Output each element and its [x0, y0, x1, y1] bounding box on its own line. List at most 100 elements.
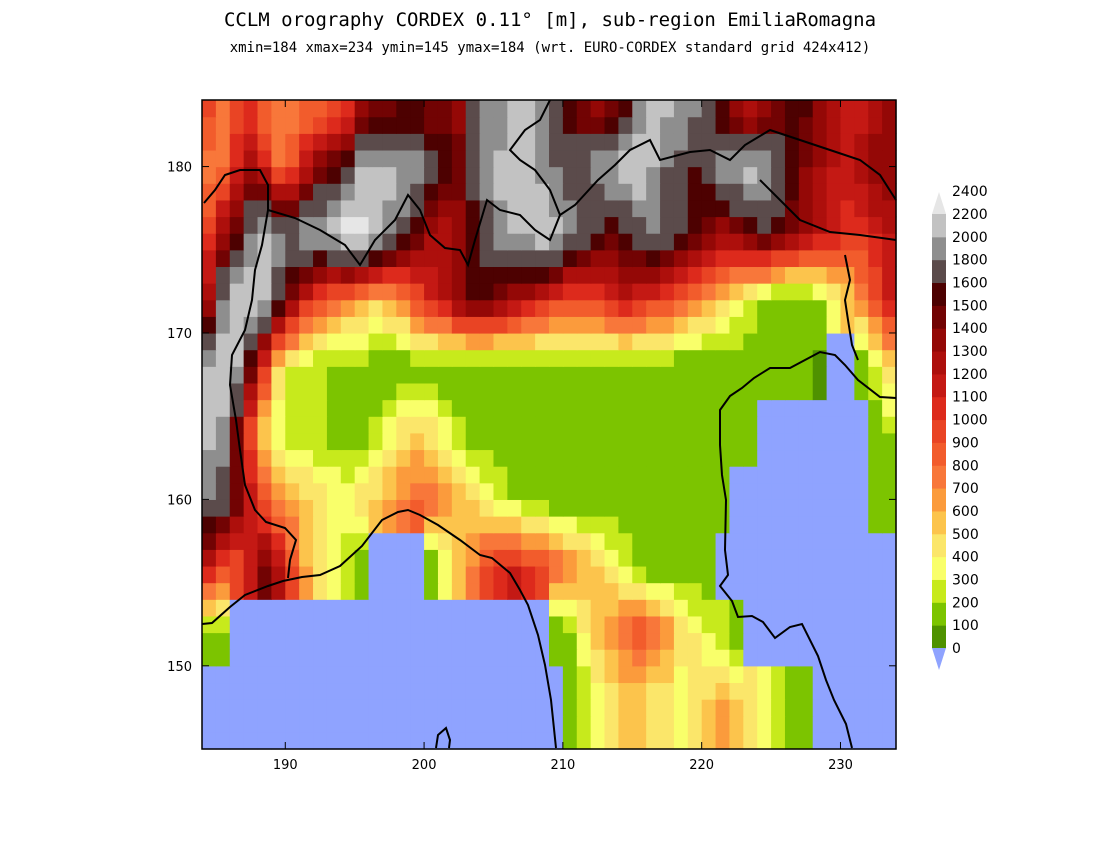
grid-cell [257, 382, 272, 401]
grid-cell [257, 732, 272, 750]
grid-cell [229, 516, 245, 534]
grid-cell [784, 599, 800, 617]
grid-cell [687, 649, 703, 667]
grid-cell [562, 599, 578, 617]
grid-cell [715, 183, 731, 201]
grid-cell [368, 632, 384, 650]
grid-cell [215, 166, 231, 184]
grid-cell [479, 499, 495, 517]
grid-cell [299, 699, 314, 717]
grid-cell [271, 133, 286, 151]
grid-cell [202, 332, 217, 351]
grid-cell [479, 316, 495, 334]
grid-cell [424, 316, 439, 334]
grid-cell [840, 432, 855, 451]
grid-cell [229, 615, 245, 634]
grid-cell [202, 499, 217, 517]
grid-cell [451, 682, 467, 700]
grid-cell [257, 615, 272, 634]
grid-cell [576, 233, 592, 251]
grid-cell [590, 549, 606, 567]
grid-cell [479, 149, 495, 168]
grid-cell [757, 699, 772, 717]
grid-cell [424, 100, 439, 118]
grid-cell [368, 216, 384, 234]
grid-cell [868, 299, 883, 317]
border-west [203, 169, 298, 579]
colorbar-swatch [932, 328, 946, 352]
grid-cell [771, 332, 786, 351]
grid-cell [826, 549, 842, 567]
grid-cell [590, 166, 606, 184]
grid-cell [632, 116, 647, 134]
grid-cell [701, 216, 717, 234]
grid-cell [812, 615, 828, 634]
grid-cell [673, 499, 689, 517]
grid-cell [562, 133, 578, 151]
grid-cell [576, 299, 592, 317]
grid-cell [535, 732, 550, 750]
grid-cell [521, 416, 536, 434]
grid-cell [215, 582, 231, 600]
grid-cell [535, 349, 550, 367]
grid-cell [313, 632, 328, 650]
grid-cell [632, 715, 647, 733]
grid-cell [743, 166, 758, 184]
grid-cell [632, 632, 647, 650]
grid-cell [451, 100, 467, 118]
grid-cell [715, 516, 731, 534]
grid-cell [507, 499, 522, 517]
grid-cell [535, 116, 550, 134]
grid-cell [507, 332, 522, 351]
grid-cell [812, 715, 828, 733]
grid-cell [257, 632, 272, 650]
grid-cell [854, 565, 869, 584]
grid-cell [215, 699, 231, 717]
grid-cell [410, 183, 425, 201]
grid-cell [590, 249, 606, 268]
grid-cell [285, 100, 300, 118]
grid-cell [382, 332, 397, 351]
grid-cell [354, 699, 370, 717]
grid-cell [465, 116, 481, 134]
grid-cell [687, 482, 703, 500]
grid-cell [576, 166, 592, 184]
grid-cell [410, 665, 425, 684]
grid-cell [202, 349, 217, 367]
grid-cell [729, 516, 744, 534]
grid-cell [673, 183, 689, 201]
grid-cell [604, 216, 619, 234]
grid-cell [354, 166, 370, 184]
grid-cell [229, 499, 245, 517]
grid-cell [382, 532, 397, 550]
grid-cell [826, 466, 842, 484]
grid-cell [715, 299, 731, 317]
grid-cell [687, 682, 703, 700]
grid-cell [840, 416, 855, 434]
grid-cell [868, 482, 883, 500]
grid-cell [784, 665, 800, 684]
grid-cell [424, 615, 439, 634]
grid-cell [382, 100, 397, 118]
grid-cell [743, 316, 758, 334]
grid-cell [424, 249, 439, 268]
grid-cell [673, 516, 689, 534]
grid-cell [285, 233, 300, 251]
grid-cell [840, 516, 855, 534]
grid-cell [854, 532, 869, 550]
grid-cell [618, 116, 633, 134]
grid-cell [257, 316, 272, 334]
grid-cell [465, 615, 481, 634]
grid-cell [451, 149, 467, 168]
grid-cell [632, 299, 647, 317]
grid-cell [313, 615, 328, 634]
grid-cell [798, 665, 814, 684]
grid-cell [257, 466, 272, 484]
grid-cell [493, 133, 508, 151]
grid-cell [562, 299, 578, 317]
grid-cell [687, 665, 703, 684]
grid-cell [424, 715, 439, 733]
grid-cell [326, 449, 342, 467]
grid-cell [451, 216, 467, 234]
grid-cell [535, 316, 550, 334]
